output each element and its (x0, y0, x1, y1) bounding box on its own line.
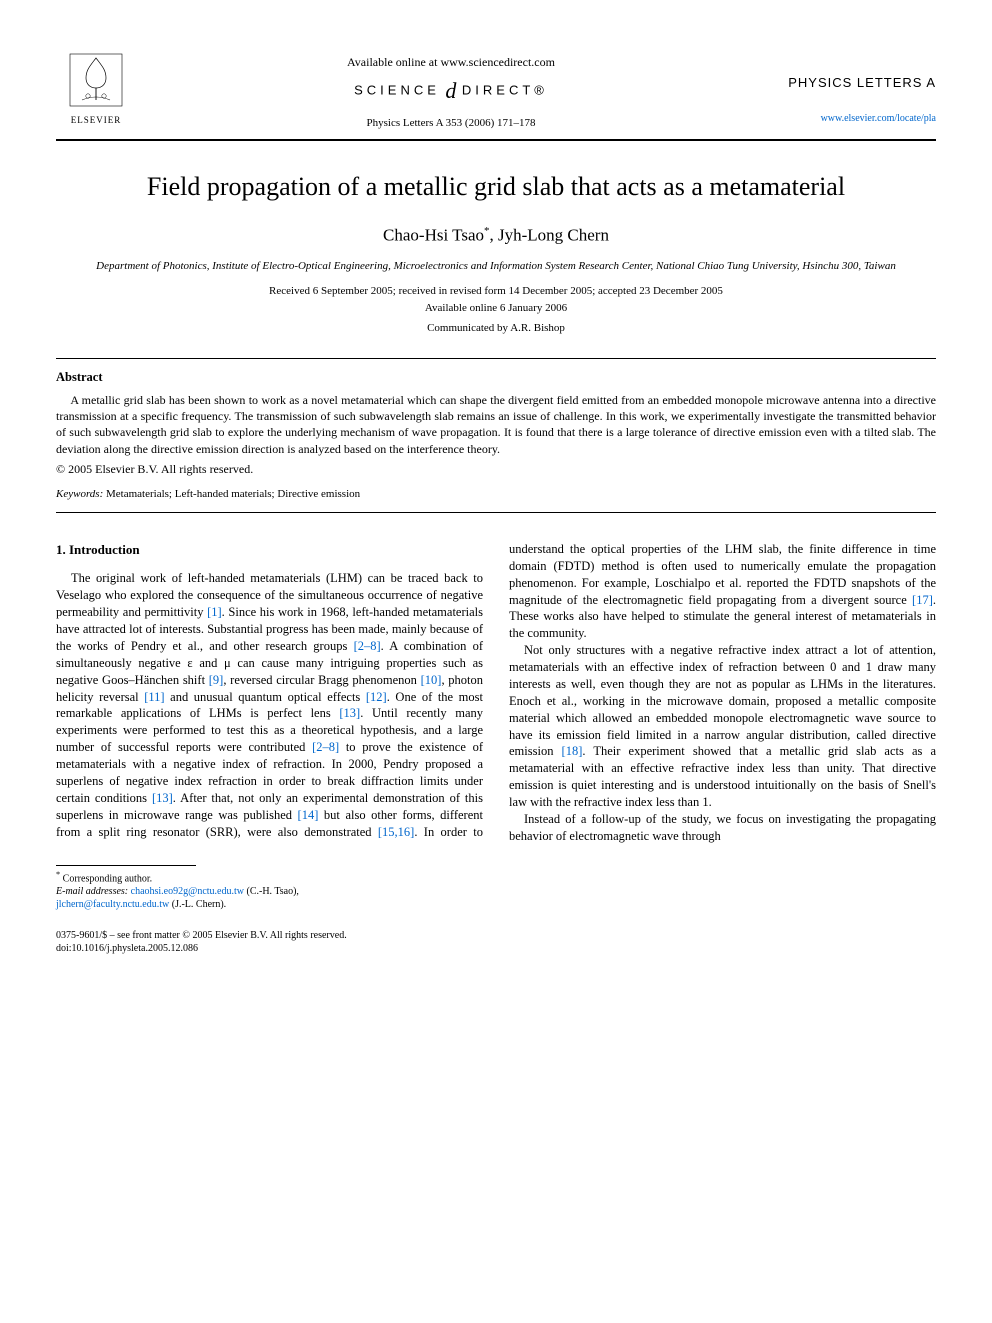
abstract-text: A metallic grid slab has been shown to w… (56, 392, 936, 457)
sd-reg-icon: ® (534, 82, 548, 97)
publisher-logo: ELSEVIER (56, 48, 136, 126)
keywords-label: Keywords: (56, 488, 103, 500)
available-date: Available online 6 January 2006 (56, 301, 936, 316)
elsevier-tree-icon (64, 48, 128, 112)
ref-link-14[interactable]: [14] (298, 808, 319, 822)
email-link-2[interactable]: jlchern@faculty.nctu.edu.tw (56, 899, 169, 910)
footnotes: * Corresponding author. E-mail addresses… (56, 870, 936, 911)
publisher-name: ELSEVIER (56, 114, 136, 126)
email-link-1[interactable]: chaohsi.eo92g@nctu.edu.tw (131, 886, 244, 897)
communicated-by: Communicated by A.R. Bishop (56, 321, 936, 336)
ref-link-2-8b[interactable]: [2–8] (312, 740, 339, 754)
article-title: Field propagation of a metallic grid sla… (56, 169, 936, 204)
body-columns: 1. Introduction The original work of lef… (56, 541, 936, 845)
header-rule-2 (56, 140, 936, 141)
page-footer: 0375-9601/$ – see front matter © 2005 El… (56, 929, 936, 955)
journal-homepage-link[interactable]: www.elsevier.com/locate/pla (766, 112, 936, 126)
ref-link-1[interactable]: [1] (207, 605, 222, 619)
corr-mark-icon: * (56, 870, 60, 879)
ref-link-18[interactable]: [18] (562, 744, 583, 758)
journal-title: PHYSICS LETTERS A (766, 74, 936, 92)
corresponding-note: * Corresponding author. (56, 870, 936, 885)
author-1: Chao-Hsi Tsao (383, 225, 484, 244)
issn-line: 0375-9601/$ – see front matter © 2005 El… (56, 929, 936, 942)
sciencedirect-logo: SCIENCE d DIRECT® (136, 76, 766, 106)
ref-link-13b[interactable]: [13] (152, 791, 173, 805)
keywords-values: Metamaterials; Left-handed materials; Di… (103, 488, 360, 500)
journal-title-block: PHYSICS LETTERS A www.elsevier.com/locat… (766, 48, 936, 125)
ref-link-10[interactable]: [10] (421, 673, 442, 687)
ref-link-12[interactable]: [12] (366, 690, 387, 704)
sd-left: SCIENCE (354, 82, 440, 97)
para-3: Instead of a follow-up of the study, we … (509, 811, 936, 845)
sd-right: DIRECT (462, 82, 534, 97)
journal-reference: Physics Letters A 353 (2006) 171–178 (136, 116, 766, 131)
ref-link-17[interactable]: [17] (912, 593, 933, 607)
section-1-heading: 1. Introduction (56, 541, 483, 559)
sd-at-icon: d (440, 78, 462, 103)
available-online-text: Available online at www.sciencedirect.co… (136, 54, 766, 70)
authors-line: Chao-Hsi Tsao*, Jyh-Long Chern (56, 224, 936, 248)
keywords-line: Keywords: Metamaterials; Left-handed mat… (56, 487, 936, 502)
abstract-paragraph: A metallic grid slab has been shown to w… (56, 392, 936, 457)
email-label: E-mail addresses: (56, 886, 128, 897)
ref-link-11[interactable]: [11] (144, 690, 164, 704)
ref-link-9[interactable]: [9] (209, 673, 224, 687)
abstract-rule-bottom (56, 512, 936, 513)
doi-line: doi:10.1016/j.physleta.2005.12.086 (56, 942, 936, 955)
email-line-2: jlchern@faculty.nctu.edu.tw (J.-L. Chern… (56, 898, 936, 911)
page-header: ELSEVIER Available online at www.science… (56, 48, 936, 131)
author-2: , Jyh-Long Chern (490, 225, 609, 244)
received-dates: Received 6 September 2005; received in r… (56, 284, 936, 299)
ref-link-15-16[interactable]: [15,16] (378, 825, 414, 839)
email-line: E-mail addresses: chaohsi.eo92g@nctu.edu… (56, 885, 936, 898)
ref-link-13[interactable]: [13] (339, 706, 360, 720)
footnote-rule (56, 865, 196, 866)
center-header: Available online at www.sciencedirect.co… (136, 48, 766, 131)
abstract-label: Abstract (56, 369, 936, 386)
abstract-rule-top (56, 358, 936, 359)
affiliation: Department of Photonics, Institute of El… (56, 259, 936, 273)
ref-link-2-8[interactable]: [2–8] (354, 639, 381, 653)
para-2: Not only structures with a negative refr… (509, 642, 936, 811)
abstract-copyright: © 2005 Elsevier B.V. All rights reserved… (56, 461, 936, 477)
